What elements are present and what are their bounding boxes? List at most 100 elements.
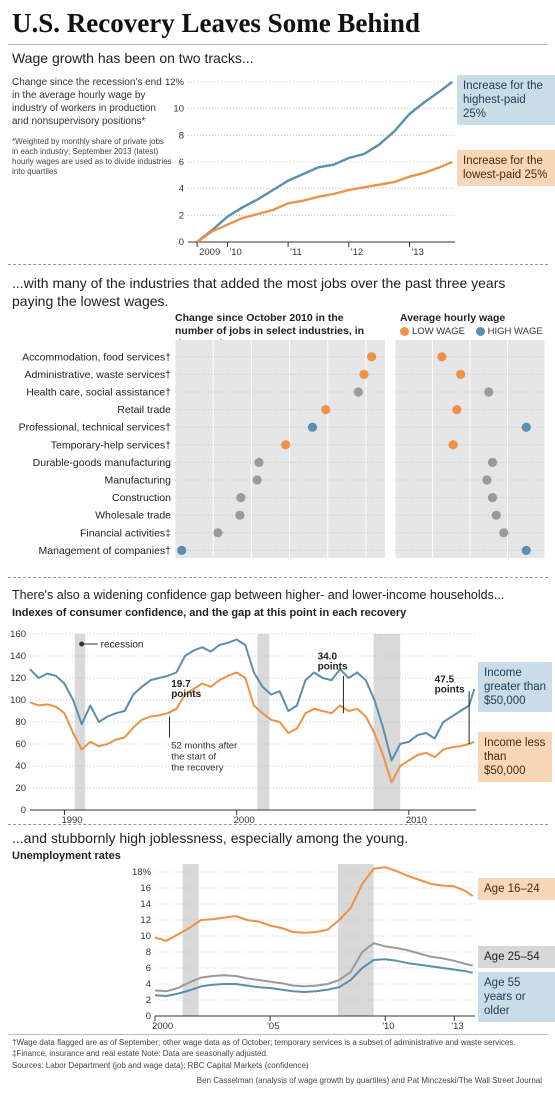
- industry-label: Administrative, waste services†: [25, 369, 172, 381]
- x-tick-label: '10: [382, 1021, 394, 1032]
- recession-band: [182, 864, 199, 1016]
- series-line-age-25-54: [154, 942, 473, 993]
- x-tick-label: '11: [290, 247, 302, 258]
- panel4-heading: ...and stubbornly high joblessness, espe…: [12, 830, 409, 846]
- wage-dot: [482, 475, 492, 485]
- y-tick-label: 4: [146, 979, 151, 990]
- panel-divider: [8, 264, 548, 265]
- y-tick-label: 12: [140, 915, 151, 926]
- label-age-old: Age 55 years or older: [478, 972, 555, 1022]
- wage-dot: [437, 352, 447, 362]
- wage-legend: LOW WAGE HIGH WAGE: [400, 326, 543, 337]
- industry-label: Wholesale trade: [95, 510, 171, 522]
- panel3-heading: There's also a widening confidence gap b…: [12, 588, 505, 602]
- y-tick-label: 2: [146, 995, 151, 1006]
- y-tick-label: 8: [179, 130, 184, 141]
- wage-dot: [521, 422, 531, 432]
- y-tick-label: 20: [15, 783, 26, 794]
- y-tick-label: 40: [15, 761, 26, 772]
- industry-label: Durable-goods manufacturing: [33, 457, 171, 469]
- y-tick-label: 0: [179, 237, 184, 248]
- footer-divider: [8, 1034, 548, 1035]
- label-age-young: Age 16–24: [478, 878, 555, 900]
- x-tick-label: 2009: [199, 247, 220, 258]
- y-tick-label: 10: [173, 104, 184, 115]
- x-tick-label: '13: [451, 1021, 463, 1032]
- y-tick-label: 10: [140, 931, 151, 942]
- wage-dot: [521, 545, 531, 555]
- wage-dot: [499, 528, 509, 538]
- jobs-dot: [213, 528, 223, 538]
- y-tick-label: 120: [10, 673, 26, 684]
- x-tick-label: 2010: [406, 815, 427, 824]
- jobs-dot: [367, 352, 377, 362]
- label-income-high: Income greater than $50,000: [478, 662, 552, 712]
- y-tick-label: 60: [15, 739, 26, 750]
- label-income-low: Income less than $50,000: [478, 732, 552, 782]
- page-title: U.S. Recovery Leaves Some Behind: [12, 8, 420, 38]
- panel1-heading: Wage growth has been on two tracks...: [12, 50, 254, 66]
- series-line-age-16-24: [154, 866, 474, 942]
- wage-dot: [448, 440, 458, 450]
- industry-label: Retail trade: [117, 404, 171, 416]
- jobs-dot: [252, 475, 262, 485]
- panel1-footnote: *Weighted by monthly share of private jo…: [12, 137, 172, 176]
- panel3-subhead: Indexes of consumer confidence, and the …: [12, 607, 407, 619]
- legend-low-dot: [400, 326, 409, 336]
- jobs-dot: [254, 457, 264, 467]
- y-tick-label: 2: [179, 210, 184, 221]
- label-highest-paid: Increase for the highest-paid 25%: [457, 75, 555, 125]
- series-line-income-high: [29, 638, 476, 762]
- gap-unit-label: points: [318, 661, 348, 672]
- legend-high-dot: [475, 326, 485, 336]
- label-lowest-paid: Increase for the lowest-paid 25%: [457, 150, 555, 186]
- panel-divider: [8, 824, 548, 825]
- title-divider: [8, 44, 548, 45]
- x-tick-label: '10: [229, 247, 241, 258]
- wage-growth-chart: 0 2 4 6 8 10 12% 2009 '10 '11 '12 '13: [165, 77, 455, 258]
- industry-charts: 02004006008001,000$010203040Accommodatio…: [19, 340, 546, 558]
- y-tick-label: 12%: [165, 77, 185, 88]
- y-tick-label: 18%: [132, 867, 152, 878]
- jobs-dot: [281, 440, 291, 450]
- industry-label: Accommodation, food services†: [22, 351, 171, 363]
- industry-label: Management of companies†: [39, 545, 172, 557]
- x-tick-label: 1990: [61, 815, 82, 824]
- x-tick-label: '05: [267, 1021, 279, 1032]
- jobs-dot: [177, 545, 187, 555]
- x-tick-label: 2000: [234, 815, 255, 824]
- industry-label: Health care, social assistance†: [26, 387, 171, 399]
- footnote-wage: †Wage data flagged are as of September; …: [12, 1038, 516, 1047]
- recovery-note-line: the start of: [171, 751, 216, 762]
- credit: Ben Casselman (analysis of wage growth b…: [196, 1076, 542, 1085]
- jobs-dot: [236, 493, 246, 503]
- footnote-finance: ‡Finance, insurance and real estate Note…: [12, 1049, 269, 1058]
- recovery-note-line: the recovery: [171, 762, 224, 773]
- recovery-note-line: 52 months after: [171, 740, 237, 751]
- gap-value-label: 19.7: [171, 679, 191, 690]
- y-tick-label: 4: [179, 184, 184, 195]
- y-tick-label: 16: [140, 883, 151, 894]
- confidence-chart: 0 20 40 60 80 100 120 140 160 1990 2000 2010 recessi…: [10, 629, 476, 824]
- industry-label: Professional, technical services†: [19, 422, 171, 434]
- recession-band: [373, 634, 401, 810]
- x-tick-label: '13: [411, 247, 423, 258]
- wage-dot: [456, 369, 466, 379]
- sources: Sources: Labor Department (job and wage …: [12, 1061, 309, 1070]
- y-tick-label: 0: [21, 805, 26, 816]
- wage-dot: [491, 510, 501, 520]
- jobs-dot: [353, 387, 363, 397]
- y-tick-label: 6: [179, 157, 184, 168]
- jobs-dot: [235, 510, 245, 520]
- x-tick-label: 2000: [152, 1021, 173, 1032]
- industry-label: Financial activities‡: [80, 527, 171, 539]
- industry-label: Manufacturing: [104, 475, 171, 487]
- y-tick-label: 100: [10, 695, 26, 706]
- panel4-subhead: Unemployment rates: [12, 850, 121, 862]
- unemployment-chart: 0 2 4 6 8 10 12 14 16 18% 2000 '05 '10 '13: [132, 864, 475, 1032]
- recession-band: [257, 634, 270, 810]
- wage-dot: [484, 387, 494, 397]
- legend-high-label: HIGH WAGE: [487, 326, 543, 337]
- y-tick-label: 0: [146, 1011, 151, 1022]
- series-line-age-55-plus: [154, 958, 473, 997]
